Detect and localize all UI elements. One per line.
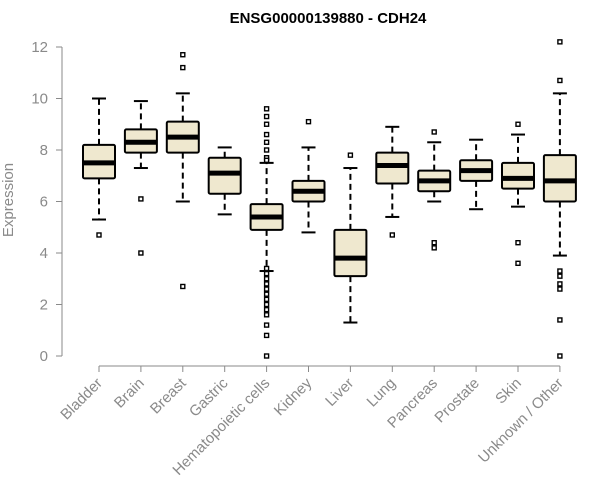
- outlier-point: [305, 118, 312, 125]
- outlier-point: [138, 250, 144, 256]
- outlier-point: [263, 301, 270, 308]
- outlier-point: [180, 283, 186, 290]
- outlier-point: [263, 147, 270, 153]
- outlier-point: [515, 239, 521, 246]
- y-tick-label: 6: [40, 194, 48, 211]
- x-tick-label: Breast: [147, 374, 190, 417]
- outlier-point: [557, 286, 563, 292]
- y-tick-label: 12: [31, 39, 48, 56]
- x-tick-label: Lung: [364, 375, 400, 411]
- y-tick-label: 2: [40, 297, 48, 314]
- box-group: [291, 118, 326, 234]
- x-tick-label: Bladder: [57, 375, 106, 424]
- box-group: [542, 39, 577, 359]
- outlier-point: [263, 291, 270, 297]
- outlier-point: [347, 152, 354, 158]
- outlier-point: [263, 121, 270, 127]
- box-group: [501, 121, 535, 266]
- outlier-point: [96, 232, 102, 238]
- outlier-point: [263, 353, 270, 359]
- outlier-point: [263, 276, 270, 282]
- outlier-point: [180, 52, 186, 58]
- outlier-point: [263, 286, 270, 292]
- outlier-point: [263, 139, 270, 145]
- y-axis-label: Expression: [0, 163, 17, 237]
- box-group: [82, 97, 116, 238]
- x-tick-label: Prostate: [431, 375, 483, 427]
- box: [542, 154, 577, 203]
- box-group: [333, 152, 368, 324]
- outlier-point: [431, 245, 437, 251]
- outlier-point: [557, 77, 563, 84]
- outlier-point: [263, 157, 270, 164]
- y-tick-label: 10: [31, 91, 48, 108]
- outlier-point: [263, 312, 270, 318]
- box: [207, 156, 242, 195]
- outlier-point: [263, 322, 270, 328]
- outlier-point: [557, 353, 563, 359]
- outlier-point: [263, 131, 270, 138]
- outlier-point: [138, 196, 144, 202]
- x-tick-label: Kidney: [271, 374, 316, 419]
- outlier-point: [263, 265, 270, 272]
- outlier-point: [557, 273, 563, 279]
- outlier-point: [263, 281, 270, 287]
- box: [375, 151, 410, 185]
- plot-area: [82, 39, 577, 359]
- outlier-point: [389, 232, 395, 238]
- outlier-point: [263, 296, 270, 303]
- box-group: [123, 100, 158, 256]
- y-tick-label: 4: [40, 245, 48, 262]
- x-tick-label: Brain: [111, 375, 148, 412]
- outlier-point: [557, 281, 563, 287]
- y-tick-label: 0: [40, 348, 48, 365]
- chart-title: ENSG00000139880 - CDH24: [230, 10, 427, 27]
- outlier-point: [180, 64, 186, 71]
- x-tick-label: Skin: [492, 375, 525, 408]
- y-tick-label: 8: [40, 142, 48, 159]
- outlier-point: [557, 268, 563, 274]
- box-group: [417, 129, 452, 251]
- box-group: [375, 125, 410, 238]
- outlier-point: [263, 306, 270, 313]
- outlier-point: [263, 332, 270, 339]
- outlier-point: [263, 113, 270, 120]
- outlier-point: [557, 39, 563, 45]
- box: [333, 228, 368, 278]
- outlier-point: [431, 239, 437, 246]
- outlier-point: [263, 270, 270, 277]
- box-group: [207, 146, 242, 216]
- box-group: [249, 106, 284, 359]
- x-tick-label: Liver: [322, 375, 357, 410]
- box-group: [459, 138, 494, 211]
- outlier-point: [515, 260, 521, 266]
- outlier-point: [263, 106, 270, 112]
- box-group: [165, 52, 200, 290]
- box: [501, 161, 535, 190]
- outlier-point: [431, 129, 437, 135]
- y-axis: 0 2 4 6 8 10 12: [31, 39, 63, 365]
- outlier-point: [557, 317, 563, 323]
- outlier-point: [515, 121, 521, 127]
